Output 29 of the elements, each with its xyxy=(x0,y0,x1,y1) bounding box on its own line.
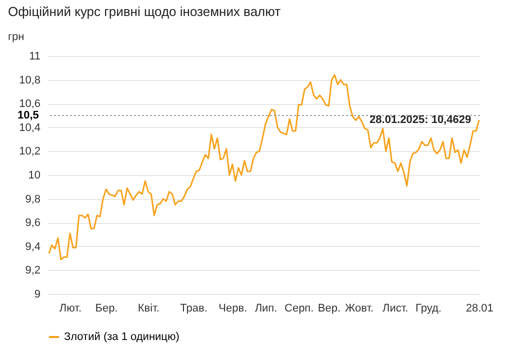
y-tick-label: 9,6 xyxy=(25,217,40,230)
y-tick-label: 10,2 xyxy=(19,146,40,158)
y-tick-label: 9,8 xyxy=(25,193,40,206)
x-tick-label: 28.01 xyxy=(466,302,494,314)
x-tick-label: Бер. xyxy=(95,302,118,314)
x-tick-label: Трав. xyxy=(180,302,208,314)
ref-line-label: 10,5 xyxy=(17,110,39,122)
y-tick-label: 9 xyxy=(34,288,40,300)
y-tick-label: 10,8 xyxy=(19,74,40,86)
x-tick-label: Лист. xyxy=(382,302,408,314)
x-tick-label: Жовт. xyxy=(344,302,374,314)
x-tick-label: Груд. xyxy=(415,302,442,314)
x-tick-label: Квіт. xyxy=(138,302,160,314)
y-tick-label: 9,2 xyxy=(25,264,40,277)
legend-label: Злотий (за 1 одиницю) xyxy=(64,331,180,343)
y-tick-label: 10 xyxy=(28,170,40,182)
x-tick-label: Лют. xyxy=(59,302,82,314)
annotation: 28.01.2025: 10,4629 xyxy=(370,114,472,126)
y-tick-label: 10,4 xyxy=(19,122,40,134)
x-tick-label: Лип. xyxy=(254,302,278,314)
x-tick-label: Черв. xyxy=(218,302,248,314)
y-tick-label: 9,4 xyxy=(25,240,40,253)
y-axis-title: грн xyxy=(8,31,24,43)
line-series xyxy=(48,74,480,260)
x-tick-label: Серп. xyxy=(284,302,314,314)
chart-title: Офіційний курс гривні щодо іноземних валют xyxy=(8,4,281,19)
y-tick-label: 10,6 xyxy=(19,98,40,110)
x-tick-label: Вер. xyxy=(318,302,340,314)
y-tick-label: 11 xyxy=(29,50,40,62)
